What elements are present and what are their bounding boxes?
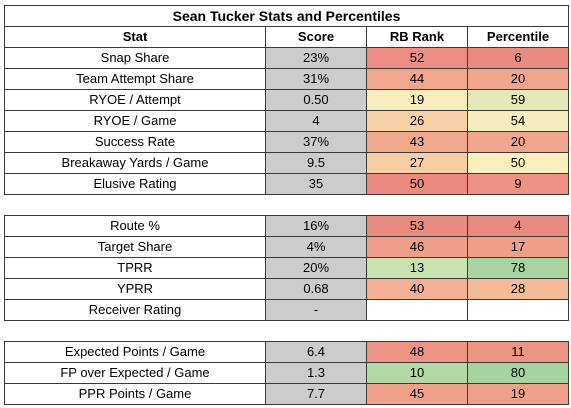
table-row: Breakaway Yards / Game 9.5 27 50	[4, 152, 569, 174]
stat-cell: Elusive Rating	[4, 173, 266, 195]
table-row: RYOE / Attempt 0.50 19 59	[4, 89, 569, 111]
table-row: Expected Points / Game 6.4 48 11	[4, 341, 569, 363]
header-score: Score	[265, 26, 367, 48]
percentile-cell: 20	[467, 131, 569, 153]
stat-cell: FP over Expected / Game	[4, 362, 266, 384]
title-row: Sean Tucker Stats and Percentiles	[4, 5, 569, 27]
score-cell: 31%	[265, 68, 367, 90]
stat-cell: TPRR	[4, 257, 266, 279]
table-row: Elusive Rating 35 50 9	[4, 173, 569, 195]
percentile-cell: 19	[467, 383, 569, 405]
stat-cell: Route %	[4, 215, 266, 237]
header-stat: Stat	[4, 26, 266, 48]
section-spacer	[4, 194, 569, 216]
percentile-cell: 54	[467, 110, 569, 132]
header-percentile: Percentile	[467, 26, 569, 48]
stat-cell: Snap Share	[4, 47, 266, 69]
score-cell: 6.4	[265, 341, 367, 363]
score-cell: 7.7	[265, 383, 367, 405]
stat-cell: PPR Points / Game	[4, 383, 266, 405]
score-cell: 9.5	[265, 152, 367, 174]
rb-rank-cell: 45	[366, 383, 468, 405]
rb-rank-cell	[366, 299, 468, 321]
stat-cell: RYOE / Attempt	[4, 89, 266, 111]
score-cell: 0.50	[265, 89, 367, 111]
table-row: Receiver Rating -	[4, 299, 569, 321]
table-row: PPR Points / Game 7.7 45 19	[4, 383, 569, 405]
rb-rank-cell: 26	[366, 110, 468, 132]
score-cell: 4	[265, 110, 367, 132]
score-cell: 37%	[265, 131, 367, 153]
rb-rank-cell: 40	[366, 278, 468, 300]
percentile-cell: 9	[467, 173, 569, 195]
table-row: TPRR 20% 13 78	[4, 257, 569, 279]
rb-rank-cell: 48	[366, 341, 468, 363]
rb-rank-cell: 53	[366, 215, 468, 237]
table-row: Target Share 4% 46 17	[4, 236, 569, 258]
header-row: Stat Score RB Rank Percentile	[4, 26, 569, 48]
stat-cell: Success Rate	[4, 131, 266, 153]
table-title: Sean Tucker Stats and Percentiles	[4, 5, 569, 27]
header-rb-rank: RB Rank	[366, 26, 468, 48]
percentile-cell: 6	[467, 47, 569, 69]
percentile-cell: 78	[467, 257, 569, 279]
rb-rank-cell: 44	[366, 68, 468, 90]
table-row: Success Rate 37% 43 20	[4, 131, 569, 153]
score-cell: -	[265, 299, 367, 321]
stat-cell: RYOE / Game	[4, 110, 266, 132]
rb-rank-cell: 52	[366, 47, 468, 69]
stat-cell: Breakaway Yards / Game	[4, 152, 266, 174]
percentile-cell: 4	[467, 215, 569, 237]
spacer-cell	[4, 320, 569, 342]
table-row: Snap Share 23% 52 6	[4, 47, 569, 69]
stat-cell: Team Attempt Share	[4, 68, 266, 90]
stat-cell: Receiver Rating	[4, 299, 266, 321]
score-cell: 4%	[265, 236, 367, 258]
rb-rank-cell: 43	[366, 131, 468, 153]
rb-rank-cell: 50	[366, 173, 468, 195]
score-cell: 23%	[265, 47, 367, 69]
rb-rank-cell: 27	[366, 152, 468, 174]
rb-rank-cell: 13	[366, 257, 468, 279]
score-cell: 35	[265, 173, 367, 195]
percentile-cell: 20	[467, 68, 569, 90]
percentile-cell: 59	[467, 89, 569, 111]
table-row: FP over Expected / Game 1.3 10 80	[4, 362, 569, 384]
table-row: Route % 16% 53 4	[4, 215, 569, 237]
score-cell: 0.68	[265, 278, 367, 300]
table-row: YPRR 0.68 40 28	[4, 278, 569, 300]
percentile-cell: 50	[467, 152, 569, 174]
table-row: RYOE / Game 4 26 54	[4, 110, 569, 132]
section-spacer	[4, 320, 569, 342]
score-cell: 1.3	[265, 362, 367, 384]
stat-cell: YPRR	[4, 278, 266, 300]
rb-rank-cell: 19	[366, 89, 468, 111]
percentile-cell: 28	[467, 278, 569, 300]
stat-cell: Expected Points / Game	[4, 341, 266, 363]
score-cell: 16%	[265, 215, 367, 237]
score-cell: 20%	[265, 257, 367, 279]
percentile-cell	[467, 299, 569, 321]
percentile-cell: 17	[467, 236, 569, 258]
rb-rank-cell: 46	[366, 236, 468, 258]
table-row: Team Attempt Share 31% 44 20	[4, 68, 569, 90]
stat-cell: Target Share	[4, 236, 266, 258]
rb-rank-cell: 10	[366, 362, 468, 384]
percentile-cell: 80	[467, 362, 569, 384]
spacer-cell	[4, 194, 569, 216]
stats-table: Sean Tucker Stats and Percentiles Stat S…	[4, 5, 569, 405]
percentile-cell: 11	[467, 341, 569, 363]
